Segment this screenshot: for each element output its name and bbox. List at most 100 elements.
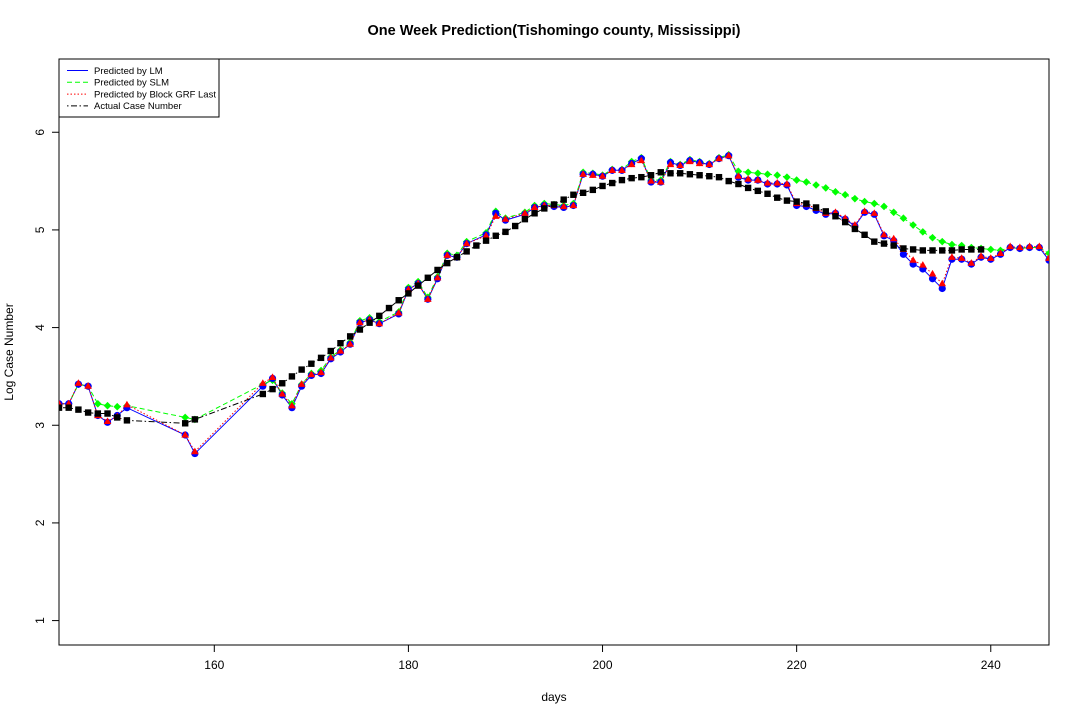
data-point [307,370,316,378]
data-point [259,379,267,386]
data-point [968,246,975,253]
x-axis: 160 180 200 220 240 [204,645,1001,672]
y-axis-label: Log Case Number [2,303,16,400]
data-point [909,256,917,263]
data-point [899,250,908,258]
data-point [618,176,626,184]
data-point [59,404,63,411]
data-point [123,400,131,408]
series-lines-group [59,154,1049,455]
data-point [501,215,510,222]
data-point [889,208,898,217]
data-point [521,209,529,216]
data-point [870,199,879,208]
data-point [181,413,189,422]
data-point [909,221,917,229]
data-point [783,197,791,204]
data-point [958,246,965,253]
data-point [297,380,306,387]
data-point [871,238,878,245]
data-point [638,173,645,181]
data-point [763,170,772,179]
data-point [695,159,704,167]
data-point [977,252,985,259]
data-point [744,168,752,177]
data-point [870,209,879,216]
data-point [899,214,908,222]
y-tick-label: 3 [33,422,47,429]
data-point [822,208,829,215]
data-point [860,197,869,206]
data-point [463,248,470,255]
data-point [996,249,1005,256]
data-point [385,304,393,312]
data-point [948,247,956,254]
data-point [977,246,985,253]
data-point [696,172,703,179]
data-point [317,368,325,376]
y-tick-label: 2 [33,519,47,526]
data-point [444,259,451,267]
data-point [715,154,723,162]
data-point [735,180,742,188]
data-point [793,198,800,205]
plot-frame [58,58,1050,646]
data-point [103,401,112,410]
data-point [84,409,92,416]
data-point [909,246,917,253]
data-point [599,182,606,190]
data-point [550,201,558,208]
y-axis: 1 2 3 4 5 6 [33,129,59,624]
legend-box [58,58,220,118]
data-point [1016,243,1024,251]
y-tick-label: 4 [33,324,47,331]
data-point [860,207,869,214]
data-point [957,254,966,261]
data-point [181,431,189,438]
data-point [74,379,83,386]
data-point [812,204,820,211]
data-point [734,172,743,179]
data-point [84,382,92,389]
data-point [269,385,276,393]
data-point [938,284,946,293]
data-point [395,297,402,304]
data-point [676,161,684,169]
data-point [706,173,713,180]
data-point [686,157,694,165]
data-point [783,173,791,181]
data-point [656,178,665,185]
data-point [123,417,131,424]
data-point [812,181,820,189]
data-point [792,176,801,184]
data-point [559,202,568,210]
data-point [462,239,471,247]
data-point [113,402,122,411]
data-point [191,416,199,423]
data-point [802,178,811,186]
data-point [589,171,597,178]
data-point [308,360,315,367]
data-point [259,390,267,398]
data-point [647,177,655,184]
data-point [880,202,888,211]
data-point [764,190,771,197]
data-point [94,410,102,417]
data-point [986,245,995,254]
data-point [627,160,636,168]
data-point [191,447,199,455]
data-point [579,189,587,197]
data-point [754,169,762,178]
data-point [890,242,897,249]
data-point [774,194,781,201]
data-point [530,203,539,211]
x-tick-label: 200 [593,658,613,672]
data-point [754,176,762,183]
data-point [938,237,947,246]
data-point [424,274,432,281]
data-point [821,184,830,192]
data-point [541,205,548,212]
legend-label: Predicted by SLM [94,78,169,89]
data-point [763,179,772,186]
